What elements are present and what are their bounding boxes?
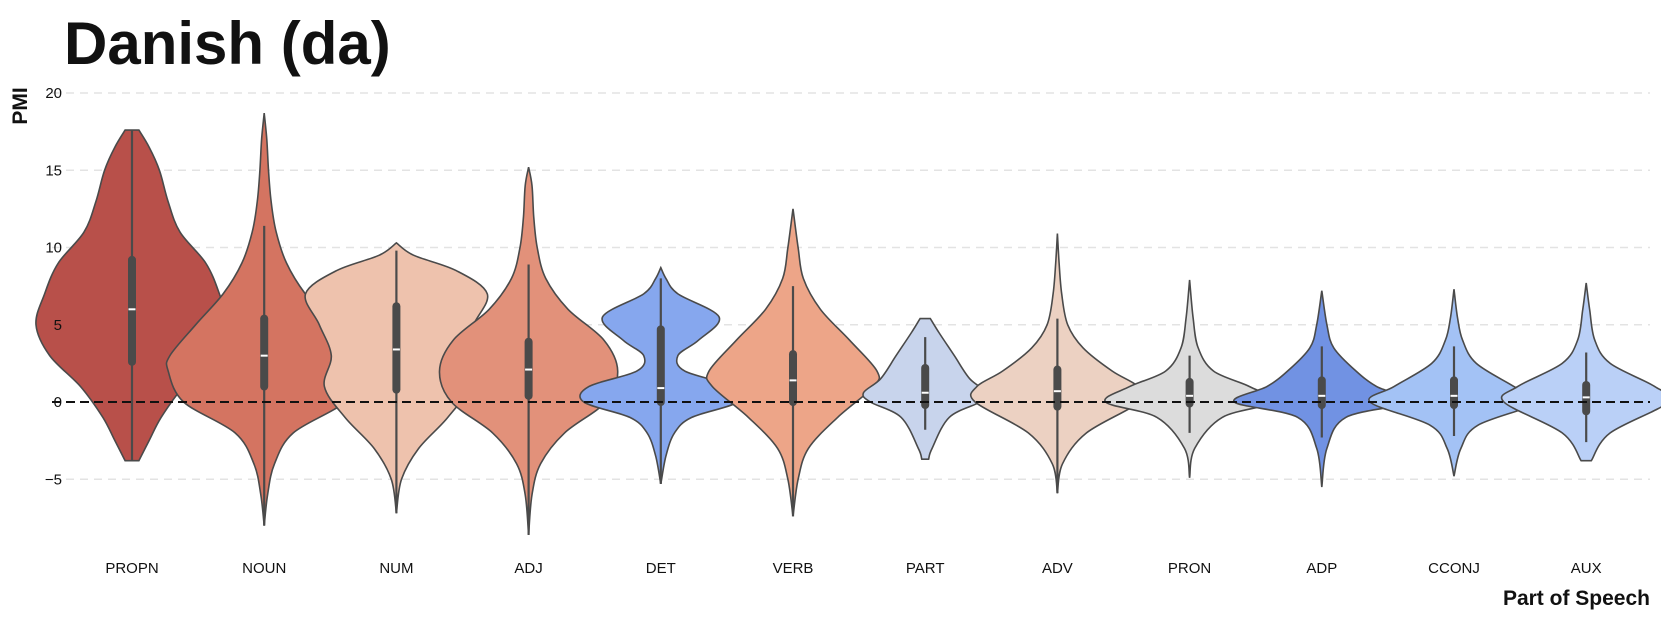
x-tick-label: DET (646, 560, 676, 577)
violin-verb (705, 208, 881, 517)
y-tick-label: 20 (45, 85, 62, 102)
x-tick-label: PRON (1168, 560, 1211, 577)
x-axis-ticks: PROPN NOUN NUM ADJ DET VERB PART ADV PRON ADP CCON… (105, 560, 1601, 577)
y-axis-ticks: −5 0 5 10 15 20 (45, 85, 62, 488)
violin-num (304, 241, 489, 514)
x-tick-label: CCONJ (1428, 560, 1480, 577)
x-tick-label: NOUN (242, 560, 286, 577)
y-tick-label: −5 (45, 471, 62, 488)
x-tick-label: ADP (1306, 560, 1337, 577)
y-tick-label: 10 (45, 240, 62, 257)
violin-body-aux (1500, 282, 1661, 462)
x-tick-label: ADV (1042, 560, 1073, 577)
x-tick-label: ADJ (514, 560, 542, 577)
y-axis-label: PMI (9, 87, 32, 124)
violin-noun (165, 113, 363, 526)
x-axis-label: Part of Speech (1503, 587, 1650, 610)
x-tick-label: PROPN (105, 560, 158, 577)
violin-part (862, 317, 989, 460)
y-tick-label: 0 (54, 394, 62, 411)
x-tick-label: PART (906, 560, 945, 577)
violin-adv (969, 233, 1145, 494)
violin-cconj (1368, 289, 1540, 477)
violin-adp (1233, 290, 1411, 488)
x-tick-label: VERB (773, 560, 814, 577)
violin-aux (1500, 282, 1661, 462)
chart-title: Danish (da) (64, 10, 391, 77)
x-tick-label: AUX (1571, 560, 1602, 577)
x-tick-label: NUM (379, 560, 413, 577)
y-tick-label: 5 (54, 317, 62, 334)
violin-pron (1104, 279, 1276, 478)
y-tick-label: 15 (45, 162, 62, 179)
violin-series (35, 113, 1661, 535)
